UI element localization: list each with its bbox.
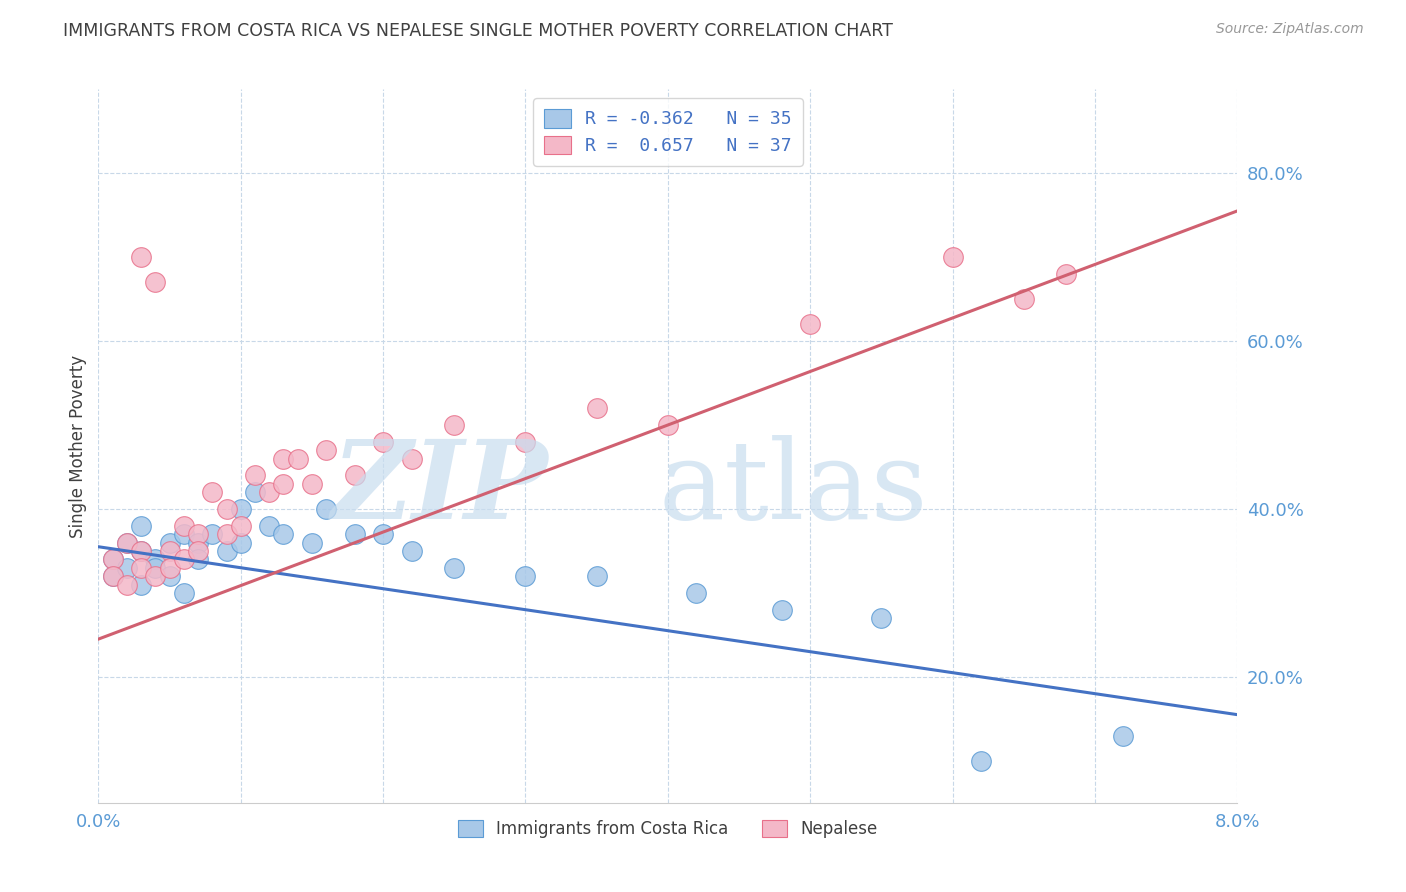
Point: [187, 552, 209, 566]
Point: [942, 250, 965, 264]
Point: [243, 485, 266, 500]
Point: [1112, 729, 1135, 743]
Point: [159, 560, 181, 574]
Point: [201, 485, 224, 500]
Point: [315, 502, 337, 516]
Point: [585, 569, 607, 583]
Point: [301, 476, 323, 491]
Point: [145, 560, 167, 574]
Point: [129, 518, 152, 533]
Point: [173, 552, 195, 566]
Point: [101, 552, 124, 566]
Point: [173, 527, 195, 541]
Point: [145, 552, 167, 566]
Point: [259, 485, 281, 500]
Point: [145, 569, 167, 583]
Point: [115, 577, 138, 591]
Point: [443, 560, 465, 574]
Point: [273, 527, 295, 541]
Point: [401, 451, 423, 466]
Text: ZIP: ZIP: [332, 435, 548, 542]
Point: [401, 544, 423, 558]
Point: [870, 611, 893, 625]
Point: [770, 603, 793, 617]
Point: [159, 569, 181, 583]
Point: [585, 401, 607, 416]
Point: [173, 586, 195, 600]
Point: [315, 443, 337, 458]
Point: [229, 518, 252, 533]
Point: [145, 275, 167, 289]
Point: [515, 569, 537, 583]
Point: [115, 535, 138, 549]
Point: [243, 468, 266, 483]
Point: [215, 527, 238, 541]
Point: [1012, 292, 1035, 306]
Point: [287, 451, 309, 466]
Point: [129, 544, 152, 558]
Point: [273, 451, 295, 466]
Point: [215, 502, 238, 516]
Point: [101, 569, 124, 583]
Point: [301, 535, 323, 549]
Point: [115, 560, 138, 574]
Point: [371, 434, 394, 449]
Point: [129, 577, 152, 591]
Point: [685, 586, 707, 600]
Point: [229, 535, 252, 549]
Point: [101, 552, 124, 566]
Legend: Immigrants from Costa Rica, Nepalese: Immigrants from Costa Rica, Nepalese: [451, 813, 884, 845]
Point: [371, 527, 394, 541]
Point: [970, 754, 993, 768]
Point: [159, 544, 181, 558]
Text: atlas: atlas: [658, 435, 928, 542]
Point: [343, 527, 366, 541]
Point: [229, 502, 252, 516]
Point: [343, 468, 366, 483]
Point: [215, 544, 238, 558]
Point: [129, 560, 152, 574]
Point: [657, 417, 679, 432]
Point: [201, 527, 224, 541]
Point: [173, 518, 195, 533]
Point: [129, 250, 152, 264]
Point: [187, 527, 209, 541]
Point: [187, 544, 209, 558]
Text: IMMIGRANTS FROM COSTA RICA VS NEPALESE SINGLE MOTHER POVERTY CORRELATION CHART: IMMIGRANTS FROM COSTA RICA VS NEPALESE S…: [63, 22, 893, 40]
Point: [273, 476, 295, 491]
Point: [799, 318, 821, 332]
Text: Source: ZipAtlas.com: Source: ZipAtlas.com: [1216, 22, 1364, 37]
Point: [115, 535, 138, 549]
Point: [1056, 267, 1078, 281]
Point: [515, 434, 537, 449]
Point: [259, 518, 281, 533]
Point: [187, 535, 209, 549]
Point: [159, 535, 181, 549]
Point: [101, 569, 124, 583]
Y-axis label: Single Mother Poverty: Single Mother Poverty: [69, 354, 87, 538]
Point: [443, 417, 465, 432]
Point: [129, 544, 152, 558]
